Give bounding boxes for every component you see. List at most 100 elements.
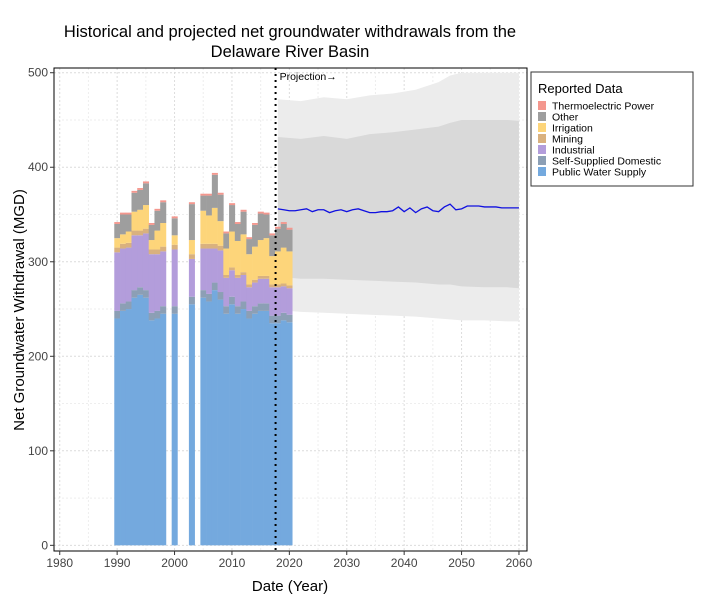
bar-mining [240,272,247,275]
chart-title-line-1: Historical and projected net groundwater… [64,23,516,41]
bar-irrigation [142,205,150,229]
bar-irrigation [114,238,121,248]
bar-industrial [211,248,218,283]
bar-irrigation [188,240,195,255]
bar-self-supplied-domestic [211,282,218,291]
bar-self-supplied-domestic [246,310,253,319]
bar-industrial [206,248,213,294]
bar-industrial [114,252,121,311]
bar-irrigation [223,248,230,275]
bar-thermoelectric-power [154,208,161,211]
bar-public-water-supply [148,320,155,546]
bar-self-supplied-domestic [142,290,150,298]
bar-irrigation [171,235,178,245]
bar-thermoelectric-power [131,190,138,193]
bar-mining [160,246,167,252]
bar-other [246,239,253,255]
bar-other [114,223,121,239]
bar-industrial [234,277,241,307]
bar-irrigation [229,231,236,268]
bar-industrial [171,249,178,307]
bar-mining [269,284,276,288]
bar-industrial [142,233,150,291]
bar-mining [280,283,287,287]
bar-self-supplied-domestic [148,312,155,321]
bar-public-water-supply [246,318,253,546]
bar-mining [217,245,224,251]
bar-irrigation [275,251,282,285]
bar-other [148,224,155,241]
legend-swatch [538,134,546,143]
bar-thermoelectric-power [234,222,241,224]
bar-public-water-supply [211,290,218,546]
bar-industrial [229,270,236,297]
bar-public-water-supply [125,309,132,546]
bar-self-supplied-domestic [188,296,195,305]
legend-swatch [538,112,546,121]
bar-self-supplied-domestic [257,303,264,311]
projection-label: Projection→ [280,71,337,83]
bar-industrial [217,250,224,293]
bar-irrigation [211,207,218,244]
bar-mining [148,249,155,255]
bar-mining [137,230,144,236]
bar-mining [142,228,150,234]
bar-other [275,228,282,252]
bar-mining [234,275,241,278]
bar-other [131,192,138,212]
bar-other [200,195,207,211]
bar-public-water-supply [142,297,150,546]
bar-other [125,214,132,232]
legend-label: Self-Supplied Domestic [552,156,661,168]
bar-thermoelectric-power [252,223,259,225]
bar-public-water-supply [114,318,121,546]
bar-thermoelectric-power [211,172,218,175]
bar-thermoelectric-power [223,231,230,234]
bar-mining [188,254,195,259]
legend-label: Mining [552,134,583,146]
bar-thermoelectric-power [148,223,155,225]
bar-mining [171,244,178,250]
bar-irrigation [252,246,259,280]
bar-industrial [246,287,253,311]
bar-mining [223,275,230,278]
bar-other [217,194,224,222]
bar-thermoelectric-power [269,233,276,236]
bar-industrial [223,277,230,307]
bar-industrial [125,247,132,302]
bar-irrigation [154,230,161,250]
bar-public-water-supply [234,313,241,546]
plot-area: Projection→ 0 100 200 300 400 500 1980 1990 2000 2… [28,66,533,570]
bar-self-supplied-domestic [137,287,144,295]
bar-self-supplied-domestic [125,301,132,310]
bar-industrial [275,287,282,316]
y-tick-label: 500 [28,66,48,80]
bar-thermoelectric-power [142,181,150,184]
bar-public-water-supply [171,313,178,546]
bar-irrigation [269,256,276,285]
bar-public-water-supply [223,313,230,546]
bar-other [188,204,195,241]
bar-public-water-supply [280,320,287,546]
bar-self-supplied-domestic [252,306,259,314]
bar-self-supplied-domestic [263,303,270,311]
bar-irrigation [120,234,127,244]
bar-irrigation [263,238,270,276]
bar-irrigation [217,221,224,246]
bar-self-supplied-domestic [171,306,178,314]
bar-thermoelectric-power [171,216,178,219]
x-tick-label: 1990 [104,556,131,570]
bar-mining [263,275,270,279]
bar-self-supplied-domestic [114,310,121,319]
y-axis-label: Net Groundwater Withdrawal (MGD) [11,189,28,431]
bar-mining [114,247,121,253]
bar-self-supplied-domestic [223,306,230,314]
chart-title-line-2: Delaware River Basin [211,43,370,61]
x-tick-label: 2020 [276,556,303,570]
x-axis-label: Date (Year) [252,578,328,595]
legend-box [530,71,694,187]
bar-mining [211,243,218,249]
bar-public-water-supply [257,310,264,546]
bar-self-supplied-domestic [160,306,167,314]
